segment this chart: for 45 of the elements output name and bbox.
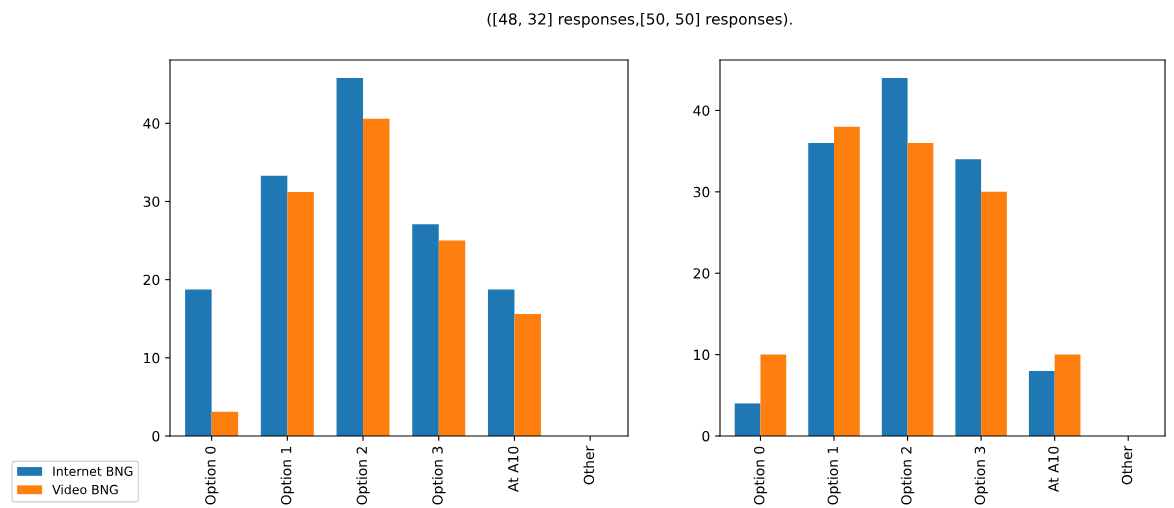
x-tick-label: Option 0 (753, 446, 768, 505)
bar (363, 118, 390, 436)
bar (1028, 370, 1055, 436)
y-tick-label: 20 (143, 274, 160, 286)
bar (260, 175, 288, 436)
bar (514, 314, 541, 436)
bar (287, 192, 314, 436)
y-tick-label: 40 (693, 105, 710, 116)
legend-label: Internet BNG (53, 466, 133, 476)
x-tick-label: Option 2 (900, 447, 915, 505)
bar (185, 289, 212, 436)
y-tick-label: 30 (143, 196, 160, 207)
y-tick-label: 0 (702, 430, 710, 442)
bar (211, 411, 239, 436)
bar (487, 289, 515, 436)
x-tick-label: Option 0 (204, 446, 219, 505)
y-tick-label: 10 (144, 352, 160, 364)
x-tick-label: Option 2 (356, 447, 370, 505)
y-tick-label: 30 (693, 186, 710, 198)
chart-title: ([48, 32] responses,[50, 50] responses). (487, 12, 792, 28)
bar (955, 159, 982, 436)
bar (808, 143, 835, 436)
bar (336, 77, 364, 436)
y-tick-label: 20 (693, 268, 710, 279)
x-tick-label: At A10 (1048, 446, 1059, 492)
y-tick-label: 0 (152, 430, 160, 442)
bar (760, 354, 787, 436)
bar (981, 191, 1007, 436)
x-tick-label: Option 1 (280, 447, 295, 505)
bar (834, 126, 860, 436)
x-tick-label: Other (1121, 445, 1133, 485)
bar (881, 77, 908, 436)
x-tick-label: At A10 (507, 446, 519, 492)
y-tick-label: 10 (694, 349, 710, 361)
bar (412, 224, 439, 436)
bar (907, 143, 934, 436)
x-tick-label: Option 3 (432, 446, 446, 505)
bar (438, 240, 466, 436)
x-tick-label: Option 1 (827, 447, 841, 505)
legend-label: Video BNG (52, 484, 118, 495)
x-tick-label: Other (583, 445, 595, 485)
x-tick-label: Option 3 (974, 446, 988, 505)
bar (1054, 354, 1081, 436)
bar (734, 403, 761, 436)
y-tick-label: 40 (143, 118, 160, 129)
